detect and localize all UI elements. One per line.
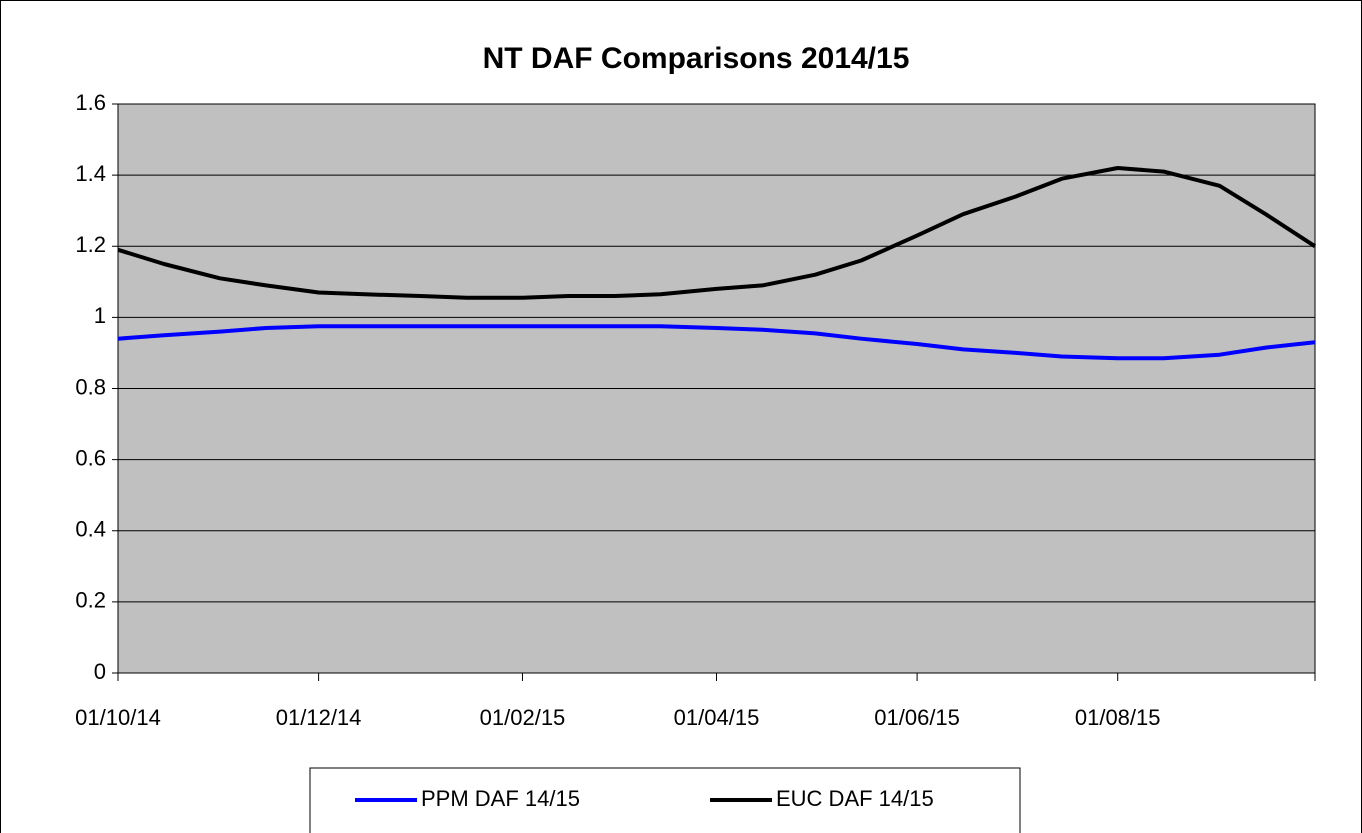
x-tick-label: 01/02/15 [480, 705, 566, 730]
y-tick-label: 0.2 [75, 588, 106, 613]
chart-title: NT DAF Comparisons 2014/15 [483, 42, 910, 75]
legend-label: PPM DAF 14/15 [421, 786, 580, 811]
y-tick-label: 1.6 [75, 90, 106, 115]
x-tick-label: 01/10/14 [75, 705, 161, 730]
y-tick-label: 0.8 [75, 374, 106, 399]
y-tick-label: 1.2 [75, 232, 106, 257]
y-tick-label: 1.4 [75, 161, 106, 186]
series-line [117, 324, 1316, 361]
x-tick-label: 01/08/15 [1075, 705, 1161, 730]
x-tick-label: 01/04/15 [674, 705, 760, 730]
series-line [117, 166, 1317, 300]
y-tick-label: 1 [94, 303, 106, 328]
y-tick-label: 0 [94, 659, 106, 684]
y-tick-label: 0.6 [75, 445, 106, 470]
legend [309, 767, 1021, 833]
legend-label: EUC DAF 14/15 [776, 786, 934, 811]
x-tick-label: 01/06/15 [874, 705, 960, 730]
y-tick-label: 0.4 [75, 517, 106, 542]
x-tick-label: 01/12/14 [276, 705, 362, 730]
